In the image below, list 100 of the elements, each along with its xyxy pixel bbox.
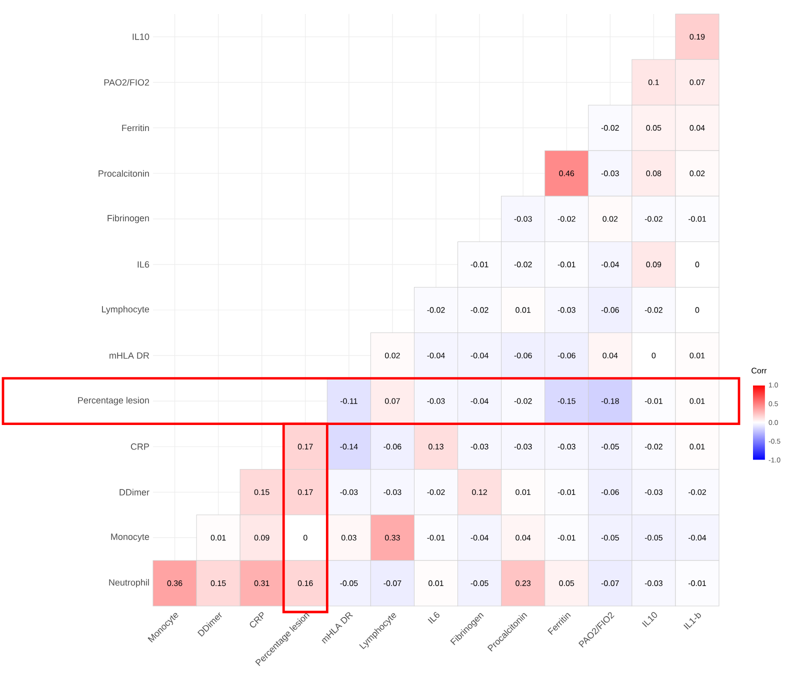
data-label: -0.04	[427, 352, 445, 358]
data-label: -0.03	[558, 444, 576, 450]
data-label: -0.02	[644, 307, 662, 313]
data-label: 0.33	[384, 534, 400, 541]
data-label: -0.01	[644, 398, 662, 404]
data-label: -0.01	[688, 216, 706, 222]
data-label: -0.01	[558, 489, 576, 495]
data-label: -0.03	[644, 489, 662, 495]
data-label: -0.04	[470, 398, 488, 404]
color-bar-title: Corr	[752, 368, 767, 374]
data-label: -0.07	[384, 580, 402, 586]
data-label: 0.01	[516, 307, 530, 313]
data-label: -0.01	[558, 534, 576, 541]
y-tick-label: Neutrophil	[109, 579, 149, 588]
data-label: 0.23	[516, 580, 531, 586]
data-label: -0.01	[427, 534, 445, 541]
data-label: -0.04	[601, 262, 620, 268]
data-label: -0.04	[470, 534, 488, 541]
data-label: -0.03	[427, 398, 445, 404]
data-label: -0.03	[558, 307, 576, 313]
x-tick-label: IL6	[428, 612, 440, 624]
data-label: 0.07	[690, 79, 705, 86]
data-label: 0.09	[646, 262, 662, 268]
data-label: -0.03	[470, 444, 488, 450]
data-label: 0.17	[298, 489, 313, 495]
data-label: 0.01	[516, 489, 530, 495]
data-label: 0.13	[428, 444, 444, 450]
data-label: -0.01	[558, 262, 576, 268]
y-tick-label: Percentage lesion	[78, 396, 149, 406]
data-label: -0.02	[427, 307, 445, 313]
data-label: -0.03	[514, 444, 532, 450]
y-tick-label: Lymphocyte	[102, 306, 150, 314]
data-label: 0.08	[646, 170, 662, 176]
data-label: -0.05	[601, 444, 619, 450]
y-tick-label: Procalcitonin	[98, 170, 149, 177]
data-label: 0.36	[167, 580, 182, 586]
data-label: -0.02	[514, 398, 532, 404]
data-label: -0.02	[644, 216, 662, 222]
data-label: 0	[652, 352, 656, 358]
data-label: -0.03	[601, 170, 619, 176]
y-tick-label: mHLA DR	[110, 352, 150, 359]
data-label: 0.01	[690, 444, 705, 450]
data-label: 0.19	[690, 34, 705, 40]
data-label: -0.05	[470, 580, 488, 586]
data-label: 0.01	[210, 534, 226, 541]
data-label: -0.05	[601, 534, 619, 541]
data-label: -0.04	[688, 534, 706, 541]
data-label: 0.05	[646, 125, 662, 131]
data-label: -0.04	[470, 352, 488, 358]
data-label: 0.15	[210, 580, 226, 586]
data-label: 0.01	[690, 352, 705, 358]
data-label: -0.07	[601, 580, 619, 586]
data-label: -0.02	[514, 262, 532, 268]
data-label: 0.02	[384, 352, 400, 358]
y-tick-label: PAO2/FIO2	[104, 79, 150, 86]
data-label: -0.14	[340, 444, 358, 450]
y-tick-label: Monocyte	[111, 534, 150, 542]
y-tick-label: DDimer	[120, 488, 150, 496]
data-label: -0.03	[514, 216, 532, 222]
data-label: 0.05	[559, 580, 574, 586]
data-label: 0.04	[516, 534, 531, 541]
data-label: -0.05	[340, 580, 358, 586]
data-label: -0.06	[514, 352, 532, 358]
data-label: 0.09	[254, 534, 270, 541]
y-tick-label: IL10	[132, 34, 150, 40]
data-label: -0.01	[470, 262, 488, 268]
data-label: -0.05	[644, 534, 662, 541]
data-label: -0.01	[688, 580, 706, 586]
data-label: 0.12	[472, 489, 487, 495]
y-tick-label: Fibrinogen	[108, 214, 149, 224]
data-label: 0.04	[690, 125, 705, 131]
data-label: 0.02	[690, 170, 705, 176]
data-label: 0.31	[254, 580, 270, 586]
data-label: 0.46	[559, 170, 574, 176]
data-label: 0.17	[298, 444, 313, 450]
data-label: -0.11	[340, 398, 358, 404]
data-label: 0.03	[341, 534, 356, 541]
data-label: 0.02	[602, 216, 618, 222]
data-label: 0.01	[428, 580, 444, 586]
data-label: -0.02	[427, 489, 445, 495]
data-label: 0	[303, 534, 308, 541]
data-label: -0.03	[340, 489, 358, 495]
data-label: 0.15	[254, 489, 270, 495]
y-tick-label: IL6	[138, 261, 150, 268]
data-label: -0.18	[601, 398, 619, 404]
data-label: -0.02	[558, 216, 576, 222]
data-label: -0.15	[558, 398, 576, 404]
data-label: 0.07	[384, 398, 400, 404]
y-tick-label: Ferritin	[122, 124, 149, 132]
y-tick-label: CRP	[130, 443, 149, 450]
data-label: 0.1	[648, 79, 659, 86]
data-label: 0.01	[690, 398, 705, 404]
data-label: -0.02	[470, 307, 488, 313]
data-label: -0.06	[601, 307, 619, 313]
data-label: 0	[695, 307, 700, 313]
data-label: 0	[695, 262, 700, 268]
data-label: -0.06	[558, 352, 576, 358]
data-label: -0.02	[688, 489, 706, 495]
data-label: -0.02	[601, 125, 619, 131]
data-label: 0.04	[602, 352, 618, 358]
